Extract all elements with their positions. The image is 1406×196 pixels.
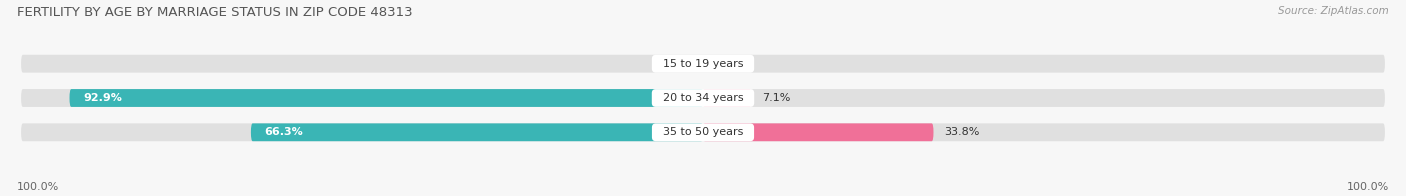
Text: FERTILITY BY AGE BY MARRIAGE STATUS IN ZIP CODE 48313: FERTILITY BY AGE BY MARRIAGE STATUS IN Z…: [17, 6, 412, 19]
FancyBboxPatch shape: [69, 89, 703, 107]
Text: 15 to 19 years: 15 to 19 years: [655, 59, 751, 69]
Text: Source: ZipAtlas.com: Source: ZipAtlas.com: [1278, 6, 1389, 16]
Text: 100.0%: 100.0%: [17, 182, 59, 192]
FancyBboxPatch shape: [21, 123, 1385, 141]
Text: 33.8%: 33.8%: [943, 127, 979, 137]
Text: 35 to 50 years: 35 to 50 years: [655, 127, 751, 137]
Text: 20 to 34 years: 20 to 34 years: [655, 93, 751, 103]
Text: 7.1%: 7.1%: [762, 93, 790, 103]
Text: 100.0%: 100.0%: [1347, 182, 1389, 192]
FancyBboxPatch shape: [21, 89, 1385, 107]
Text: 92.9%: 92.9%: [83, 93, 122, 103]
Text: 66.3%: 66.3%: [264, 127, 304, 137]
FancyBboxPatch shape: [21, 55, 1385, 73]
FancyBboxPatch shape: [703, 89, 751, 107]
Text: 0.0%: 0.0%: [713, 59, 741, 69]
FancyBboxPatch shape: [703, 123, 934, 141]
FancyBboxPatch shape: [250, 123, 703, 141]
Text: 0.0%: 0.0%: [665, 59, 693, 69]
